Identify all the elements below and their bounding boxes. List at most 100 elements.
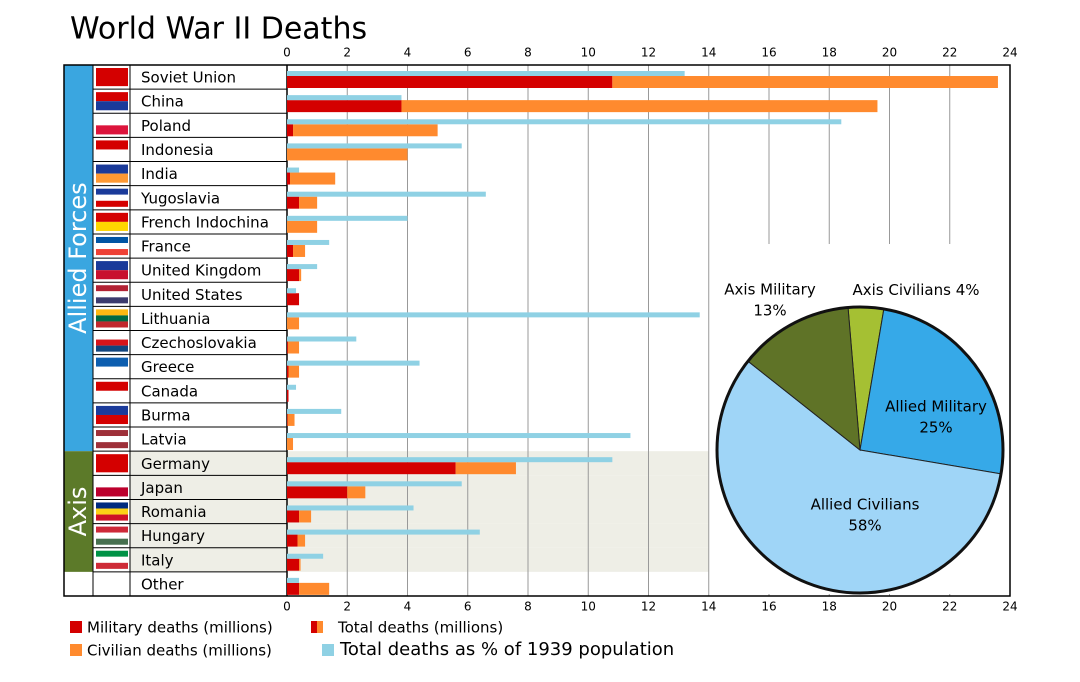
flag [96, 200, 128, 207]
bar [287, 558, 300, 571]
flag [96, 92, 128, 102]
bar [287, 413, 288, 426]
bar [287, 534, 298, 547]
x-tick-label: 24 [1002, 46, 1017, 60]
flag [96, 194, 128, 201]
flag [96, 101, 128, 111]
flag [96, 261, 128, 271]
bar [293, 124, 438, 137]
x-tick-label: 6 [464, 46, 472, 60]
x-tick-label: 22 [942, 46, 957, 60]
x-tick-label: 10 [581, 46, 596, 60]
flag [96, 188, 128, 195]
x-tick-label: 12 [641, 46, 656, 60]
bar [288, 365, 300, 378]
legend-swatch [311, 621, 317, 633]
bar [612, 76, 998, 88]
flag [96, 502, 128, 509]
flag [96, 357, 128, 367]
bar [287, 408, 342, 414]
bar [287, 269, 300, 282]
bar [287, 220, 318, 233]
flag [96, 297, 128, 304]
x-tick-label: 18 [822, 46, 837, 60]
category-label: Canada [141, 382, 198, 400]
x-tick-label: 14 [701, 46, 716, 60]
x-tick-label: 16 [761, 600, 776, 614]
bar [287, 365, 289, 378]
category-label: Italy [141, 551, 174, 569]
x-tick-label: 0 [283, 46, 291, 60]
flag [96, 514, 128, 521]
flag [96, 532, 128, 539]
flag [96, 221, 128, 231]
flag [96, 321, 128, 328]
bar [287, 481, 462, 487]
pie-value-label: 58% [848, 517, 881, 535]
x-tick-label: 4 [404, 600, 412, 614]
bar [287, 191, 486, 197]
x-tick-label: 6 [464, 600, 472, 614]
legend-swatch [322, 644, 334, 656]
bar [287, 71, 685, 76]
bar [297, 534, 306, 547]
bar [287, 264, 318, 270]
bar [287, 215, 408, 221]
bar [287, 336, 357, 342]
category-label: Indonesia [141, 141, 214, 159]
axis-background [130, 547, 709, 572]
category-label: United States [141, 286, 243, 304]
bar [293, 244, 306, 257]
bar [287, 389, 289, 402]
group-band [64, 451, 93, 572]
pie-value-label: 4% [956, 281, 980, 299]
flag [96, 212, 128, 222]
category-label: India [141, 165, 178, 183]
category-label: Hungary [141, 527, 205, 545]
bar [287, 76, 613, 88]
flag [96, 164, 128, 174]
bar [287, 148, 408, 161]
bar [287, 413, 295, 426]
category-label: United Kingdom [141, 262, 261, 280]
bar [287, 239, 330, 245]
category-label: Other [141, 575, 184, 593]
flag [96, 508, 128, 515]
bar [287, 119, 842, 125]
bar [287, 360, 420, 366]
flag [96, 574, 128, 593]
flag [96, 562, 128, 569]
x-tick-label: 22 [942, 600, 957, 614]
flag [96, 243, 128, 250]
legend-swatch [70, 644, 82, 656]
bar [287, 529, 480, 535]
flag [96, 345, 128, 352]
bar [287, 457, 613, 463]
category-label: Greece [141, 358, 194, 376]
bar [287, 95, 402, 101]
bar [287, 167, 300, 173]
flag [96, 478, 128, 488]
flag [96, 116, 128, 126]
flag [96, 249, 128, 256]
flag [96, 436, 128, 443]
flag [96, 309, 128, 316]
flag [96, 550, 128, 557]
category-label: Japan [140, 479, 183, 497]
pie-value-label: 25% [919, 419, 952, 437]
category-label: Lithuania [141, 310, 210, 328]
pie-label-name: Axis Military [724, 281, 816, 299]
bar [287, 438, 294, 451]
bar [287, 582, 300, 595]
flag [96, 430, 128, 437]
bar [299, 196, 318, 209]
pie-label-name: Allied Civilians [811, 496, 920, 514]
bar [299, 582, 330, 595]
table-frame [63, 64, 1011, 597]
x-tick-label: 10 [581, 600, 596, 614]
category-label: Romania [141, 503, 207, 521]
bar [287, 510, 300, 523]
flag [96, 556, 128, 563]
x-tick-label: 20 [882, 46, 897, 60]
flag [96, 68, 128, 87]
